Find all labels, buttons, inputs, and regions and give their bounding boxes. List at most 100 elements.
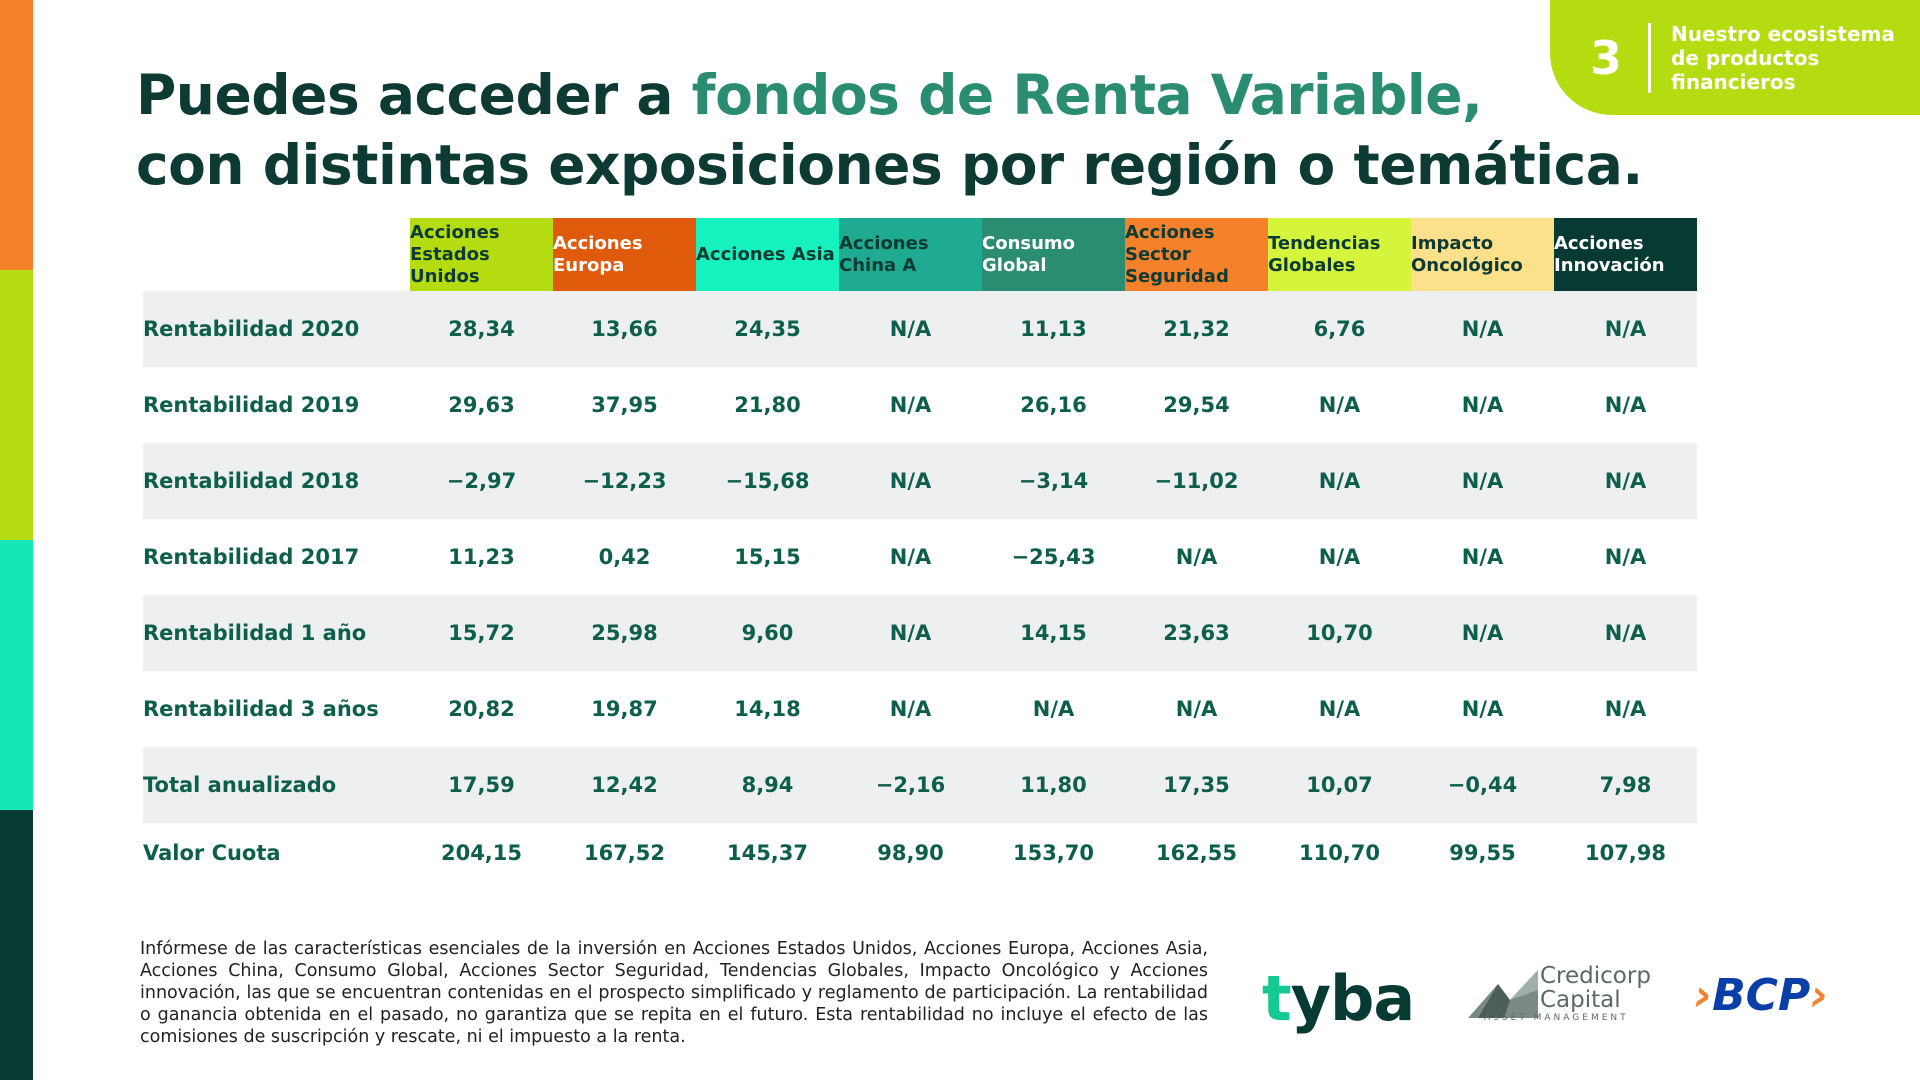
row-label: Valor Cuota — [143, 841, 281, 865]
table-cell: N/A — [1461, 697, 1504, 721]
table-cell: 19,87 — [591, 697, 658, 721]
table-cell: −2,97 — [446, 469, 517, 493]
table-cell: N/A — [1604, 317, 1647, 341]
row-label: Rentabilidad 2020 — [143, 317, 360, 341]
row-label: Rentabilidad 2017 — [143, 545, 360, 569]
table-cell: −3,14 — [1018, 469, 1089, 493]
table-cell: 13,66 — [591, 317, 658, 341]
table-cell: 15,15 — [734, 545, 801, 569]
badge-divider — [1648, 22, 1651, 93]
funds-table: Acciones Estados Unidos Acciones Europa Ac… — [143, 218, 1697, 883]
column-header-8: Acciones Innovación — [1554, 218, 1697, 291]
table-cell: 37,95 — [591, 393, 658, 417]
table-cell: −25,43 — [1011, 545, 1096, 569]
title-line2: con distintas exposiciones por región o … — [136, 133, 1643, 197]
table-cell: 21,80 — [734, 393, 801, 417]
page-title: Puedes acceder a fondos de Renta Variabl… — [136, 60, 1643, 200]
table-cell: 10,07 — [1306, 773, 1373, 797]
table-cell: 110,70 — [1298, 841, 1381, 865]
table-cell: 17,35 — [1163, 773, 1230, 797]
table-cell: 99,55 — [1449, 841, 1516, 865]
table-cell: 29,63 — [448, 393, 515, 417]
table-cell: N/A — [1461, 393, 1504, 417]
table-cell: 17,59 — [448, 773, 515, 797]
tyba-logo-text: yba — [1290, 962, 1416, 1035]
column-header-7: Impacto Oncológico — [1411, 218, 1554, 291]
table-cell: N/A — [889, 621, 932, 645]
table-row: Valor Cuota 204,15 167,52 145,37 98,90 153,70… — [143, 823, 1697, 883]
table-cell: 28,34 — [448, 317, 515, 341]
row-label: Rentabilidad 3 años — [143, 697, 379, 721]
table-row: Rentabilidad 2018 −2,97 −12,23 −15,68 N/A −3,… — [143, 443, 1697, 519]
table-header-row: Acciones Estados Unidos Acciones Europa Ac… — [143, 218, 1697, 291]
table-cell: N/A — [889, 317, 932, 341]
table-cell: N/A — [1032, 697, 1075, 721]
table-row: Rentabilidad 2019 29,63 37,95 21,80 N/A 26,16… — [143, 367, 1697, 443]
table-cell: N/A — [889, 469, 932, 493]
table-cell: 162,55 — [1155, 841, 1238, 865]
table-cell: 6,76 — [1313, 317, 1366, 341]
table-row: Rentabilidad 2020 28,34 13,66 24,35 N/A 11,13… — [143, 291, 1697, 367]
header-corner — [143, 218, 410, 291]
table-cell: N/A — [889, 545, 932, 569]
table-cell: 167,52 — [583, 841, 666, 865]
table-cell: 7,98 — [1599, 773, 1652, 797]
table-cell: N/A — [889, 393, 932, 417]
table-cell: −0,44 — [1447, 773, 1518, 797]
bcp-logo-text: BCP — [1712, 970, 1811, 1021]
table-cell: 14,18 — [734, 697, 801, 721]
section-badge: 3 Nuestro ecosistema de productos financ… — [1550, 0, 1920, 115]
side-stripe-lime — [0, 270, 33, 540]
column-header-5: Acciones Sector Seguridad — [1125, 218, 1268, 291]
table-cell: 145,37 — [726, 841, 809, 865]
column-header-0: Acciones Estados Unidos — [410, 218, 553, 291]
table-cell: 25,98 — [591, 621, 658, 645]
section-number: 3 — [1590, 30, 1623, 85]
row-label: Rentabilidad 2018 — [143, 469, 360, 493]
table-cell: −15,68 — [725, 469, 810, 493]
table-cell: 21,32 — [1163, 317, 1230, 341]
table-cell: 15,72 — [448, 621, 515, 645]
credicorp-logo: Credicorp Capital ASSET MANAGEMENT — [1468, 964, 1651, 1026]
table-cell: N/A — [1604, 697, 1647, 721]
row-label: Total anualizado — [143, 773, 337, 797]
credicorp-mountain-icon — [1468, 970, 1538, 1018]
row-label: Rentabilidad 1 año — [143, 621, 367, 645]
table-cell: −2,16 — [875, 773, 946, 797]
table-row: Rentabilidad 1 año 15,72 25,98 9,60 N/A 14,15… — [143, 595, 1697, 671]
table-cell: 11,23 — [448, 545, 515, 569]
column-header-2: Acciones Asia — [696, 218, 839, 291]
table-cell: N/A — [1318, 697, 1361, 721]
bcp-logo: ›BCP› — [1694, 970, 1829, 1021]
table-cell: N/A — [1604, 393, 1647, 417]
credicorp-subtitle: ASSET MANAGEMENT — [1484, 1013, 1629, 1023]
tyba-logo: tyba — [1262, 962, 1416, 1035]
table-cell: 153,70 — [1012, 841, 1095, 865]
table-cell: N/A — [1318, 469, 1361, 493]
row-label: Rentabilidad 2019 — [143, 393, 360, 417]
table-cell: 98,90 — [877, 841, 944, 865]
table-cell: −11,02 — [1154, 469, 1239, 493]
table-cell: 11,80 — [1020, 773, 1087, 797]
table-cell: N/A — [1461, 621, 1504, 645]
table-cell: 8,94 — [741, 773, 794, 797]
table-cell: 26,16 — [1020, 393, 1087, 417]
title-line1-accent: fondos de Renta Variable, — [691, 63, 1483, 127]
table-cell: N/A — [1318, 545, 1361, 569]
table-cell: N/A — [1461, 317, 1504, 341]
table-cell: 29,54 — [1163, 393, 1230, 417]
table-cell: N/A — [1318, 393, 1361, 417]
table-cell: −12,23 — [582, 469, 667, 493]
table-cell: 204,15 — [440, 841, 523, 865]
table-cell: 0,42 — [598, 545, 651, 569]
column-header-4: Consumo Global — [982, 218, 1125, 291]
table-cell: N/A — [1175, 545, 1218, 569]
table-cell: 10,70 — [1306, 621, 1373, 645]
column-header-3: Acciones China A — [839, 218, 982, 291]
table-cell: 12,42 — [591, 773, 658, 797]
table-cell: N/A — [1461, 545, 1504, 569]
table-row: Rentabilidad 3 años 20,82 19,87 14,18 N/A N/A… — [143, 671, 1697, 747]
table-cell: 20,82 — [448, 697, 515, 721]
table-cell: 11,13 — [1020, 317, 1087, 341]
table-cell: N/A — [1461, 469, 1504, 493]
